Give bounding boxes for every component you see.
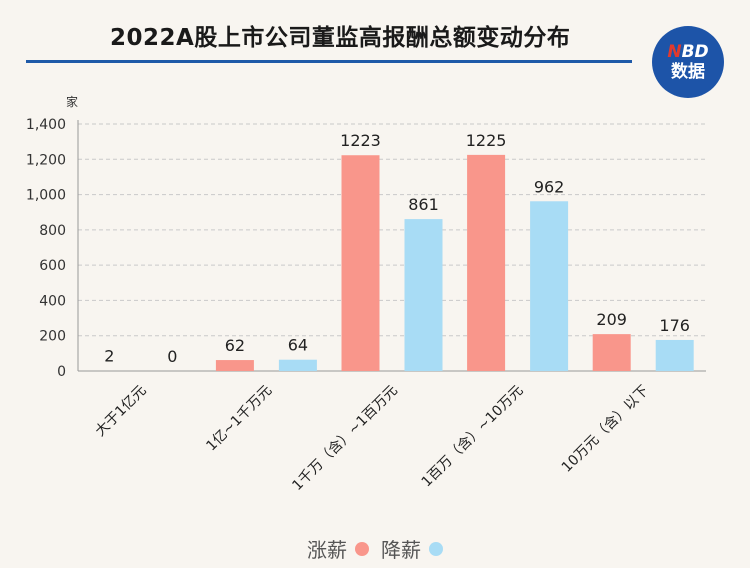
y-tick-label: 1,400 <box>26 117 66 133</box>
y-tick-label: 800 <box>39 223 66 239</box>
y-tick-label: 600 <box>39 258 66 274</box>
bar-increase <box>467 154 506 371</box>
bar-increase <box>592 334 631 371</box>
bar-decrease <box>404 219 443 371</box>
x-tick-label: 10万元（含）以下 <box>559 383 652 476</box>
legend-label: 降薪 <box>381 538 421 562</box>
nbd-logo: NBD 数据 <box>652 26 724 98</box>
bar-decrease <box>530 201 569 371</box>
data-label: 176 <box>659 316 690 335</box>
x-tick-label: 1百万（含）~10万元 <box>419 383 527 491</box>
bar-decrease <box>278 359 317 371</box>
chart-title: 2022A股上市公司董监高报酬总额变动分布 <box>110 25 571 51</box>
bar-increase <box>341 155 380 371</box>
data-label: 62 <box>225 336 245 355</box>
y-axis-unit-label: 家 <box>66 94 78 109</box>
title-underline <box>26 60 632 63</box>
data-label: 962 <box>534 177 565 196</box>
data-label: 2 <box>104 347 114 366</box>
bar-increase <box>215 360 254 371</box>
legend-swatch <box>429 541 443 556</box>
data-label: 0 <box>167 347 177 366</box>
legend-swatch <box>355 541 369 556</box>
legend-item: 涨薪 <box>307 534 369 563</box>
y-tick-label: 0 <box>57 364 66 380</box>
legend-label: 涨薪 <box>307 538 347 562</box>
logo-text-top: NBD <box>667 41 709 62</box>
chart-legend: 涨薪 降薪 <box>0 534 750 563</box>
data-label: 209 <box>596 310 627 329</box>
y-tick-label: 1,200 <box>26 152 66 168</box>
data-label: 64 <box>288 336 308 355</box>
x-tick-label: 1千万（含）~1百万元 <box>289 383 400 494</box>
logo-text-bottom: 数据 <box>671 61 705 82</box>
data-label: 861 <box>408 195 439 214</box>
data-label: 1223 <box>340 131 381 150</box>
bar-decrease <box>655 339 694 371</box>
y-tick-label: 400 <box>39 293 66 309</box>
x-tick-label: 1亿~1千万元 <box>203 383 275 455</box>
data-label: 1225 <box>466 131 507 150</box>
y-tick-label: 200 <box>39 329 66 345</box>
x-tick-label: 大于1亿元 <box>92 383 149 440</box>
legend-item: 降薪 <box>381 534 443 563</box>
y-tick-label: 1,000 <box>26 188 66 204</box>
